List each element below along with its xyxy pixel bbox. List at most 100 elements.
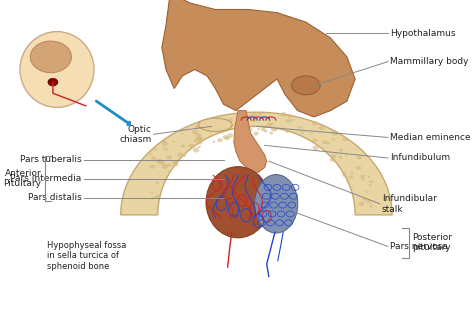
Circle shape bbox=[235, 123, 238, 126]
Text: Hypophyseal fossa
in sella turcica of
sphenoid bone: Hypophyseal fossa in sella turcica of sp… bbox=[47, 241, 126, 271]
Circle shape bbox=[362, 178, 365, 181]
Ellipse shape bbox=[206, 167, 270, 238]
Circle shape bbox=[360, 175, 364, 179]
Circle shape bbox=[331, 154, 337, 158]
Circle shape bbox=[268, 117, 271, 119]
Circle shape bbox=[312, 121, 318, 126]
Circle shape bbox=[273, 128, 277, 131]
Circle shape bbox=[311, 132, 313, 134]
Circle shape bbox=[192, 130, 198, 134]
Circle shape bbox=[365, 191, 368, 193]
Circle shape bbox=[248, 114, 253, 118]
Circle shape bbox=[153, 197, 155, 199]
Circle shape bbox=[341, 172, 346, 176]
Circle shape bbox=[199, 125, 203, 128]
Circle shape bbox=[153, 148, 157, 151]
Circle shape bbox=[157, 161, 162, 164]
Circle shape bbox=[167, 163, 172, 167]
Ellipse shape bbox=[255, 174, 298, 233]
Circle shape bbox=[166, 155, 172, 160]
Circle shape bbox=[343, 175, 346, 177]
Circle shape bbox=[151, 156, 156, 160]
Circle shape bbox=[177, 152, 183, 157]
Circle shape bbox=[281, 112, 286, 117]
Ellipse shape bbox=[30, 41, 72, 73]
Circle shape bbox=[164, 148, 168, 151]
Circle shape bbox=[258, 112, 263, 116]
Circle shape bbox=[200, 138, 203, 140]
Circle shape bbox=[198, 146, 201, 148]
Ellipse shape bbox=[199, 118, 232, 131]
Circle shape bbox=[197, 137, 203, 141]
Circle shape bbox=[193, 140, 197, 143]
Circle shape bbox=[356, 166, 361, 170]
Circle shape bbox=[291, 118, 295, 121]
Circle shape bbox=[149, 153, 153, 155]
Text: Pars intermedia: Pars intermedia bbox=[10, 174, 82, 183]
Circle shape bbox=[369, 180, 374, 183]
Circle shape bbox=[162, 142, 168, 146]
Circle shape bbox=[174, 163, 178, 167]
Circle shape bbox=[327, 142, 330, 145]
Circle shape bbox=[343, 137, 348, 142]
Circle shape bbox=[360, 202, 364, 205]
Circle shape bbox=[312, 145, 319, 150]
Circle shape bbox=[151, 192, 153, 194]
Text: Anterior
Pituitary: Anterior Pituitary bbox=[3, 169, 41, 188]
Circle shape bbox=[48, 78, 58, 86]
Circle shape bbox=[248, 125, 250, 128]
Circle shape bbox=[366, 200, 371, 203]
Circle shape bbox=[363, 175, 365, 177]
Circle shape bbox=[196, 133, 201, 137]
Circle shape bbox=[247, 127, 253, 132]
Circle shape bbox=[182, 144, 185, 147]
Circle shape bbox=[188, 144, 194, 148]
Circle shape bbox=[173, 161, 178, 165]
Circle shape bbox=[319, 126, 324, 130]
Ellipse shape bbox=[292, 76, 320, 95]
Circle shape bbox=[197, 140, 202, 144]
Circle shape bbox=[252, 118, 256, 122]
Circle shape bbox=[339, 149, 343, 152]
Circle shape bbox=[173, 141, 175, 143]
Circle shape bbox=[227, 133, 233, 138]
Circle shape bbox=[312, 138, 318, 143]
Circle shape bbox=[350, 172, 354, 174]
Text: Pars nervosa: Pars nervosa bbox=[390, 242, 448, 251]
Circle shape bbox=[183, 155, 186, 157]
Circle shape bbox=[162, 164, 168, 169]
Circle shape bbox=[346, 179, 349, 182]
Circle shape bbox=[160, 160, 164, 164]
Circle shape bbox=[149, 165, 155, 169]
Circle shape bbox=[217, 138, 223, 142]
Circle shape bbox=[369, 205, 373, 208]
Circle shape bbox=[345, 154, 348, 156]
Circle shape bbox=[172, 161, 176, 164]
Polygon shape bbox=[234, 111, 267, 172]
Circle shape bbox=[338, 155, 342, 159]
Circle shape bbox=[212, 141, 215, 143]
Circle shape bbox=[257, 128, 260, 130]
Circle shape bbox=[301, 132, 304, 134]
Circle shape bbox=[269, 132, 273, 135]
Circle shape bbox=[212, 119, 217, 123]
Circle shape bbox=[270, 123, 273, 125]
Circle shape bbox=[156, 159, 162, 163]
Circle shape bbox=[207, 128, 212, 132]
Text: Hypothalamus: Hypothalamus bbox=[390, 29, 456, 38]
Circle shape bbox=[254, 131, 259, 136]
Polygon shape bbox=[121, 112, 392, 215]
Circle shape bbox=[332, 138, 335, 141]
Circle shape bbox=[195, 137, 201, 141]
Text: Pars distalis: Pars distalis bbox=[28, 193, 82, 202]
Text: Mammillary body: Mammillary body bbox=[390, 57, 469, 66]
Circle shape bbox=[298, 126, 301, 129]
Polygon shape bbox=[162, 0, 355, 117]
Circle shape bbox=[155, 182, 159, 185]
Circle shape bbox=[210, 134, 213, 137]
Ellipse shape bbox=[20, 32, 94, 107]
Circle shape bbox=[287, 114, 292, 118]
Circle shape bbox=[363, 198, 366, 201]
Circle shape bbox=[329, 157, 336, 162]
Circle shape bbox=[264, 130, 267, 132]
